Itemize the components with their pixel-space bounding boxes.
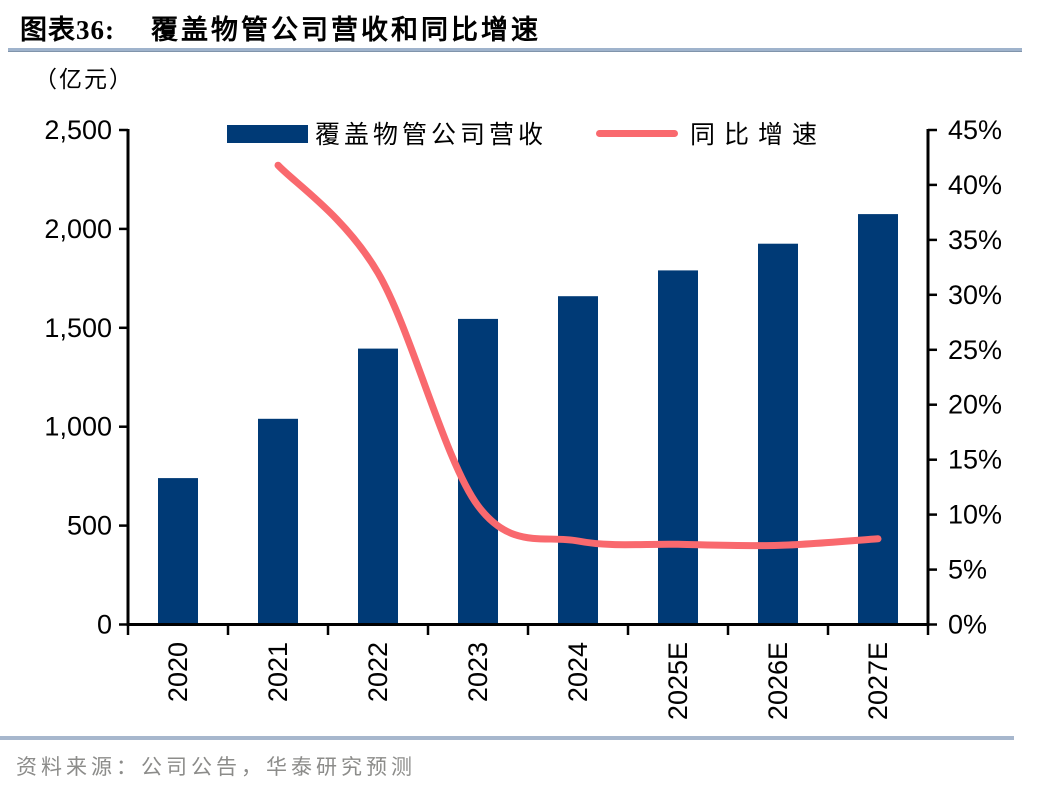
- left-axis-unit-label: （亿元）: [34, 67, 134, 92]
- y-left-tick-label: 2,000: [44, 214, 112, 244]
- legend-line-swatch: [596, 130, 678, 137]
- y-right-tick-label: 35%: [948, 225, 1002, 255]
- y-left-tick-label: 2,500: [44, 115, 112, 145]
- bar-2025E: [658, 270, 698, 626]
- bar-2022: [358, 348, 398, 626]
- x-tick-label: 2024: [563, 642, 593, 702]
- y-right-tick-label: 30%: [948, 280, 1002, 310]
- source-divider: [0, 736, 1014, 740]
- growth-line: [274, 161, 882, 550]
- x-tick-label: 2027E: [863, 642, 893, 720]
- x-tick-label: 2026E: [763, 642, 793, 720]
- title-divider: [8, 48, 1022, 52]
- bar-2021: [258, 418, 298, 626]
- y-left-tick-label: 1,500: [44, 313, 112, 343]
- x-tick-label: 2020: [163, 642, 193, 702]
- figure-header: 图表36: 覆盖物管公司营收和同比增速: [20, 8, 541, 47]
- bar-2023: [458, 318, 498, 626]
- y-left-tick-label: 1,000: [44, 412, 112, 442]
- x-tick-label: 2023: [463, 642, 493, 702]
- y-right-tick-label: 25%: [948, 335, 1002, 365]
- bar-2020: [158, 478, 198, 626]
- source-text: 资料来源：公司公告，华泰研究预测: [16, 755, 416, 779]
- legend-bar-swatch: [227, 125, 308, 143]
- x-tick-label: 2022: [363, 642, 393, 702]
- y-right-tick-label: 0%: [948, 610, 987, 640]
- y-left-tick-label: 500: [67, 511, 112, 541]
- y-right-tick-label: 10%: [948, 500, 1002, 530]
- figure-label: 图表36:: [20, 15, 115, 45]
- y-left-tick-label: 0: [97, 610, 112, 640]
- y-right-tick-label: 40%: [948, 170, 1002, 200]
- y-right-tick-label: 15%: [948, 445, 1002, 475]
- bar-2027E: [858, 214, 898, 626]
- x-tick-label: 2021: [263, 642, 293, 702]
- legend-line-label: 同比增速: [690, 122, 827, 149]
- bar-2024: [558, 296, 598, 626]
- bar-2026E: [758, 243, 798, 626]
- y-right-tick-label: 20%: [948, 390, 1002, 420]
- x-tick-label: 2025E: [663, 642, 693, 720]
- y-right-tick-label: 5%: [948, 555, 987, 585]
- legend-bar-label: 覆盖物管公司营收: [315, 122, 548, 149]
- figure-title: 覆盖物管公司营收和同比增速: [151, 15, 541, 45]
- y-right-tick-label: 45%: [948, 115, 1002, 145]
